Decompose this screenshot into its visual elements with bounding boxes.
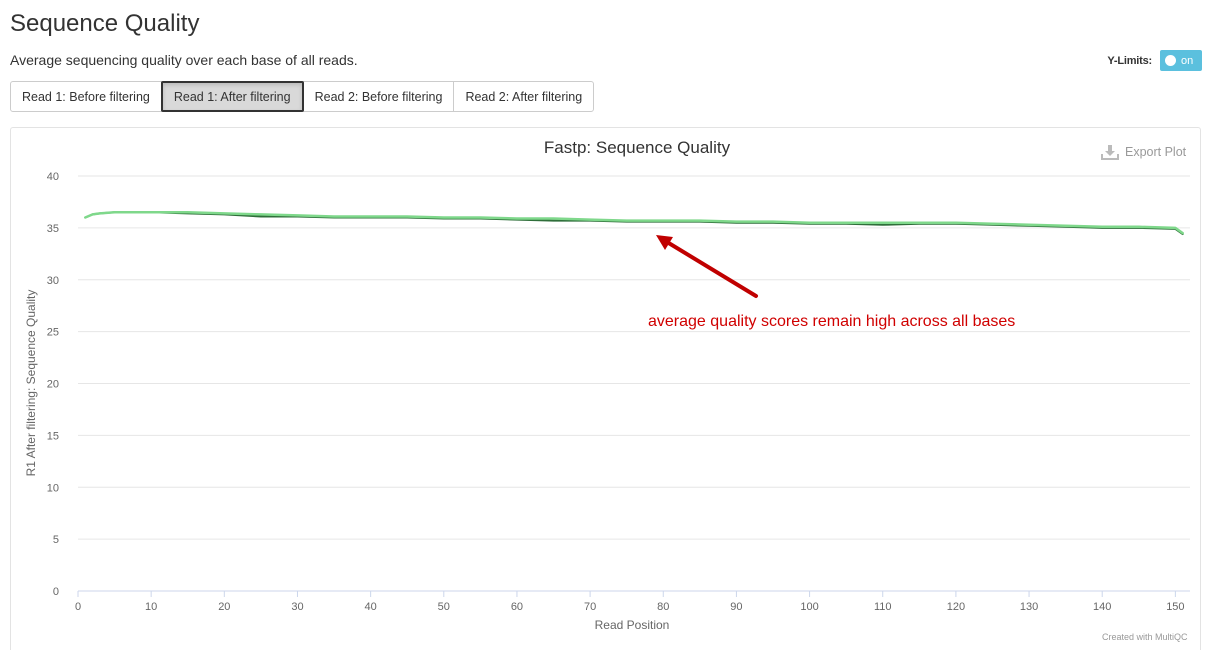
y-limits-control: Y-Limits: on xyxy=(1107,50,1202,71)
series-line-1 xyxy=(84,211,1184,236)
x-tick-label: 70 xyxy=(584,601,596,613)
x-tick-label: 30 xyxy=(291,601,303,613)
x-tick-label: 120 xyxy=(947,601,965,613)
y-tick-label: 20 xyxy=(47,379,59,391)
tab-read2-after[interactable]: Read 2: After filtering xyxy=(453,81,595,112)
y-axis-title: R1 After filtering: Sequence Quality xyxy=(24,290,38,477)
y-tick-label: 30 xyxy=(47,275,59,287)
read-tabs: Read 1: Before filtering Read 1: After f… xyxy=(10,81,595,112)
page-subtitle: Average sequencing quality over each bas… xyxy=(10,52,358,68)
multiqc-credit: Created with MultiQC xyxy=(1102,632,1188,642)
x-tick-label: 140 xyxy=(1093,601,1111,613)
x-tick-label: 60 xyxy=(511,601,523,613)
grid-lines xyxy=(78,175,1190,540)
x-tick-label: 150 xyxy=(1166,601,1184,613)
series-line-2 xyxy=(84,211,1184,235)
page-title: Sequence Quality xyxy=(10,10,200,37)
x-tick-label: 80 xyxy=(657,601,669,613)
y-limits-toggle[interactable]: on xyxy=(1160,50,1202,71)
download-icon xyxy=(1101,145,1119,160)
export-plot-label: Export Plot xyxy=(1125,145,1187,159)
x-tick-label: 0 xyxy=(75,601,81,613)
tab-read2-before[interactable]: Read 2: Before filtering xyxy=(302,81,455,112)
x-tick-label: 110 xyxy=(874,601,892,613)
x-axis-title: Read Position xyxy=(595,618,670,632)
y-tick-label: 15 xyxy=(47,430,59,442)
axes xyxy=(77,590,1190,597)
y-limits-label: Y-Limits: xyxy=(1107,54,1152,67)
y-tick-label: 5 xyxy=(53,534,59,546)
plot-panel xyxy=(10,127,1201,650)
tab-read1-after[interactable]: Read 1: After filtering xyxy=(160,81,304,112)
x-tick-label: 100 xyxy=(800,601,818,613)
annotation-text: average quality scores remain high acros… xyxy=(648,313,1016,330)
x-tick-label: 20 xyxy=(218,601,230,613)
y-tick-label: 40 xyxy=(47,171,59,183)
x-tick-label: 130 xyxy=(1020,601,1038,613)
annotation-arrow xyxy=(656,235,758,298)
toggle-knob-icon xyxy=(1165,55,1176,66)
chart-title: Fastp: Sequence Quality xyxy=(544,138,731,157)
x-tick-label: 10 xyxy=(145,601,157,613)
x-tick-label: 90 xyxy=(730,601,742,613)
y-tick-label: 10 xyxy=(47,482,59,494)
y-tick-label: 25 xyxy=(47,327,59,339)
toggle-state-label: on xyxy=(1181,54,1194,67)
y-tick-label: 0 xyxy=(53,586,59,598)
export-plot-button[interactable]: Export Plot xyxy=(1101,144,1186,160)
series-lines xyxy=(84,211,1184,236)
y-tick-label: 35 xyxy=(47,223,59,235)
tick-labels: 0 5 10 15 20 25 30 35 40 0 10 20 30 40 50 60 70 80 90 100 11… xyxy=(47,171,1185,613)
x-tick-label: 50 xyxy=(438,601,450,613)
x-tick-label: 40 xyxy=(365,601,377,613)
